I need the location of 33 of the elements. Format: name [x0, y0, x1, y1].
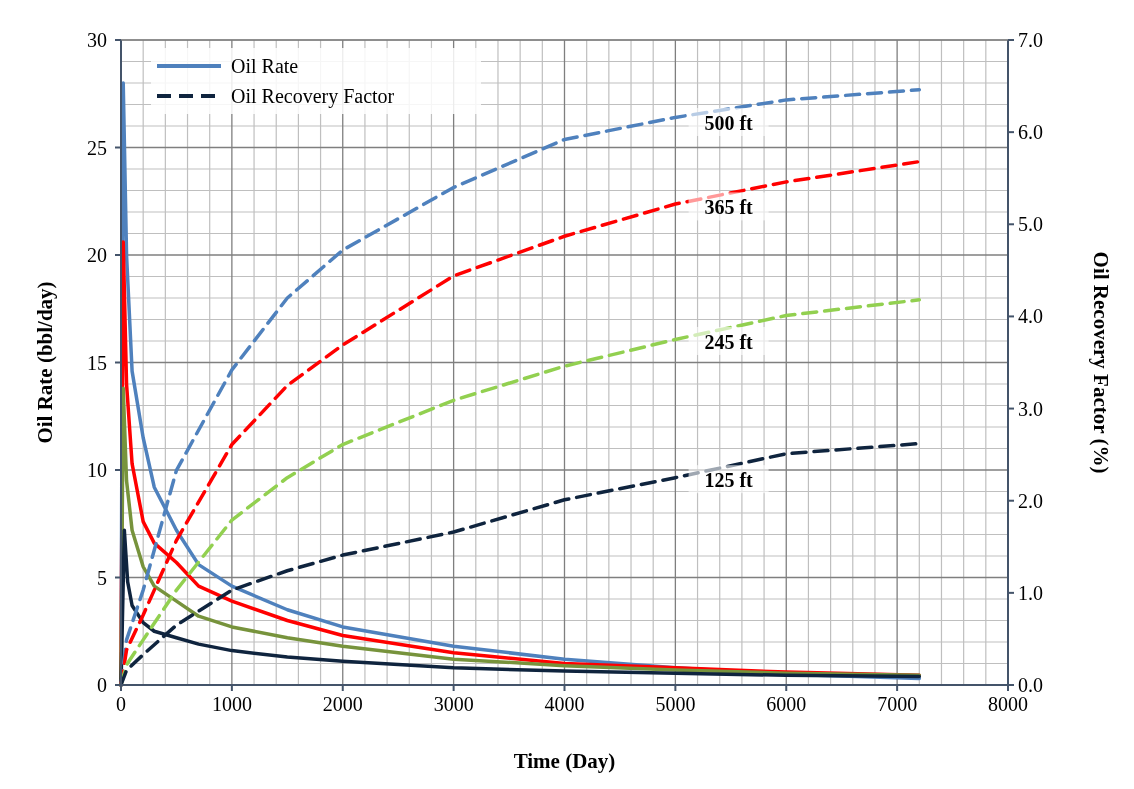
x-tick-label: 6000 — [766, 693, 807, 715]
y2-tick-label: 2.0 — [1018, 489, 1043, 512]
y2-tick-label: 4.0 — [1018, 305, 1043, 328]
legend-label: Oil Recovery Factor — [231, 85, 395, 108]
y-tick-label: 15 — [87, 351, 107, 374]
annotation: 365 ft — [704, 196, 754, 219]
y2-tick-label: 5.0 — [1018, 213, 1043, 236]
y2-tick-label: 0.0 — [1018, 674, 1043, 696]
y-tick-label: 20 — [87, 244, 107, 266]
x-tick-label: 5000 — [655, 693, 696, 715]
y-tick-label: 5 — [97, 566, 107, 589]
x-tick-label: 4000 — [544, 693, 585, 715]
y-tick-label: 25 — [87, 136, 107, 159]
y-tick-label: 30 — [87, 29, 107, 51]
x-tick-label: 2000 — [322, 693, 363, 715]
y2-tick-label: 3.0 — [1018, 397, 1043, 420]
y-tick-label: 10 — [87, 459, 107, 481]
x-tick-label: 0 — [116, 693, 126, 715]
x-axis-title: Time (Day) — [513, 749, 616, 773]
y2-tick-label: 6.0 — [1018, 121, 1043, 144]
annotation: 125 ft — [704, 469, 754, 492]
annotation: 500 ft — [704, 112, 754, 134]
x-tick-label: 3000 — [433, 693, 474, 715]
y-axis-title: Oil Rate (bbl/day) — [33, 281, 57, 444]
y-tick-label: 0 — [97, 674, 107, 696]
annotation: 245 ft — [704, 330, 754, 353]
x-tick-label: 1000 — [211, 693, 252, 715]
x-tick-label: 7000 — [877, 693, 918, 715]
legend-label: Oil Rate — [231, 55, 299, 77]
y2-axis-title: Oil Recovery Factor (%) — [1089, 251, 1113, 474]
y2-tick-label: 7.0 — [1018, 29, 1043, 51]
x-tick-label: 8000 — [988, 693, 1028, 715]
y2-tick-label: 1.0 — [1018, 581, 1043, 604]
